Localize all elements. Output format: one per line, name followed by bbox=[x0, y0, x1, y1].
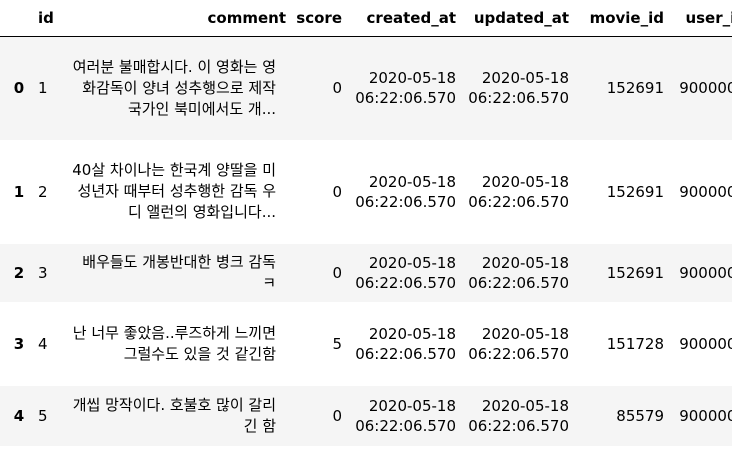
cell-created-at: 2020-05-18 06:22:06.570 bbox=[355, 324, 456, 363]
table-row: 3 4 난 너무 좋았음..루즈하게 느끼면 그럴수도 있을 것 같긴함 5 2… bbox=[0, 301, 732, 386]
table-body: 0 1 여러분 불매합시다. 이 영화는 영화감독이 양녀 성추행으로 제작 국… bbox=[0, 36, 732, 446]
cell-movie-id: 152691 bbox=[606, 79, 664, 98]
header-row: id comment score created_at updated_at m… bbox=[0, 0, 732, 37]
cell-user-id: 9000000 bbox=[679, 79, 732, 98]
cell-comment: 난 너무 좋았음..루즈하게 느끼면 그럴수도 있을 것 같긴함 bbox=[72, 323, 276, 363]
cell-created-at: 2020-05-18 06:22:06.570 bbox=[355, 253, 456, 292]
cell-score: 0 bbox=[332, 182, 342, 201]
cell-created-at: 2020-05-18 06:22:06.570 bbox=[355, 396, 456, 435]
cell-id: 2 bbox=[38, 182, 48, 201]
cell-movie-id: 85579 bbox=[616, 406, 664, 425]
cell-id: 4 bbox=[38, 334, 48, 353]
cell-updated-at: 2020-05-18 06:22:06.570 bbox=[468, 253, 569, 292]
cell-created-at: 2020-05-18 06:22:06.570 bbox=[355, 172, 456, 211]
table-row: 0 1 여러분 불매합시다. 이 영화는 영화감독이 양녀 성추행으로 제작 국… bbox=[0, 36, 732, 140]
cell-score: 0 bbox=[332, 263, 342, 282]
row-index: 1 bbox=[13, 182, 25, 201]
table-row: 4 5 개씹 망작이다. 호불호 많이 갈리긴 함 0 2020-05-18 0… bbox=[0, 385, 732, 446]
column-header-user-id: user_id bbox=[668, 0, 732, 37]
cell-updated-at: 2020-05-18 06:22:06.570 bbox=[468, 324, 569, 363]
table-row: 1 2 40살 차이나는 한국계 양딸을 미성년자 때부터 성추행한 감독 우디… bbox=[0, 139, 732, 244]
column-header-movie-id: movie_id bbox=[573, 0, 668, 37]
cell-comment: 배우들도 개봉반대한 병크 감독 ㅋ bbox=[82, 252, 276, 292]
cell-id: 1 bbox=[38, 79, 48, 98]
cell-movie-id: 152691 bbox=[606, 263, 664, 282]
column-header-score: score bbox=[290, 0, 346, 37]
cell-updated-at: 2020-05-18 06:22:06.570 bbox=[468, 69, 569, 108]
cell-comment: 40살 차이나는 한국계 양딸을 미성년자 때부터 성추행한 감독 우디 앨런의… bbox=[72, 161, 276, 221]
cell-id: 3 bbox=[38, 263, 48, 282]
column-header-updated-at: updated_at bbox=[460, 0, 573, 37]
cell-comment: 여러분 불매합시다. 이 영화는 영화감독이 양녀 성추행으로 제작 국가인 북… bbox=[72, 57, 276, 118]
column-header-id: id bbox=[34, 0, 68, 37]
table-header: id comment score created_at updated_at m… bbox=[0, 0, 732, 37]
table-row: 2 3 배우들도 개봉반대한 병크 감독 ㅋ 0 2020-05-18 06:2… bbox=[0, 243, 732, 302]
cell-movie-id: 151728 bbox=[606, 334, 664, 353]
cell-movie-id: 152691 bbox=[606, 182, 664, 201]
cell-updated-at: 2020-05-18 06:22:06.570 bbox=[468, 172, 569, 211]
cell-comment: 개씹 망작이다. 호불호 많이 갈리긴 함 bbox=[72, 395, 276, 435]
cell-score: 5 bbox=[332, 334, 342, 353]
column-header-comment: comment bbox=[68, 0, 290, 37]
row-index: 0 bbox=[13, 79, 25, 98]
row-index: 3 bbox=[13, 334, 25, 353]
dataframe-table: id comment score created_at updated_at m… bbox=[0, 0, 732, 446]
cell-score: 0 bbox=[332, 79, 342, 98]
cell-user-id: 9000001 bbox=[679, 182, 732, 201]
cell-created-at: 2020-05-18 06:22:06.570 bbox=[355, 69, 456, 108]
column-header-created-at: created_at bbox=[346, 0, 460, 37]
cell-score: 0 bbox=[332, 406, 342, 425]
index-column-header bbox=[0, 0, 34, 37]
cell-id: 5 bbox=[38, 406, 48, 425]
row-index: 2 bbox=[13, 263, 25, 282]
row-index: 4 bbox=[13, 406, 25, 425]
cell-updated-at: 2020-05-18 06:22:06.570 bbox=[468, 396, 569, 435]
